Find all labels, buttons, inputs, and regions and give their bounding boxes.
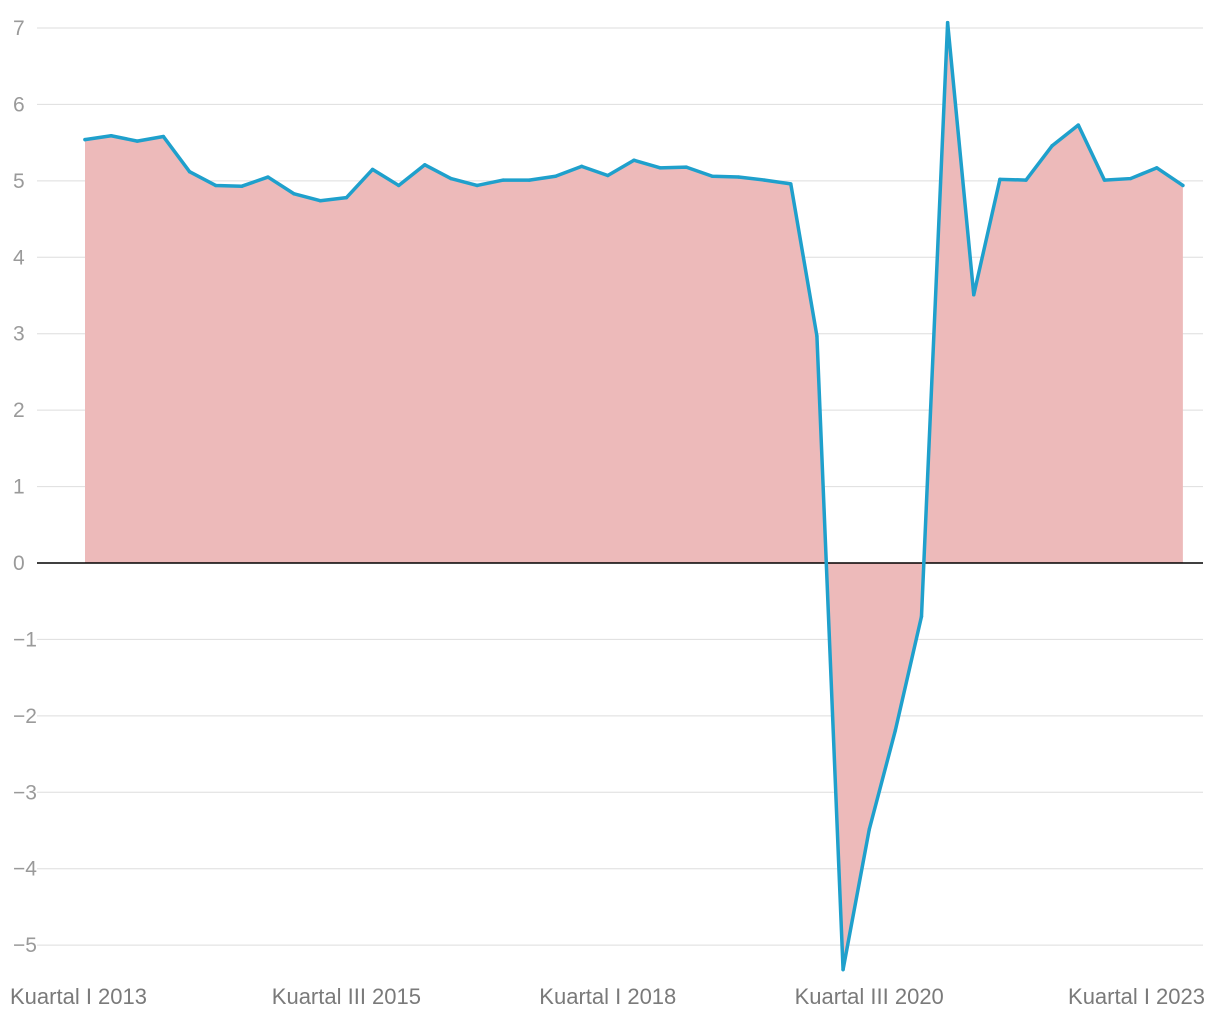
y-tick-label: −2 xyxy=(13,705,37,728)
data-point xyxy=(1050,144,1054,148)
data-point xyxy=(632,158,636,162)
data-point xyxy=(318,199,322,203)
data-point xyxy=(684,165,688,169)
data-point xyxy=(292,192,296,196)
data-point xyxy=(527,178,532,182)
data-point xyxy=(998,177,1002,182)
data-point xyxy=(1155,166,1159,170)
data-point xyxy=(1102,178,1107,182)
x-tick-label: Kuartal III 2015 xyxy=(272,984,421,1009)
series-line-layer xyxy=(83,20,1185,972)
x-tick-label: Kuartal I 2023 xyxy=(1068,984,1205,1009)
y-tick-label: 1 xyxy=(13,476,25,499)
y-tick-label: 2 xyxy=(13,399,25,422)
data-point xyxy=(945,20,950,25)
data-point xyxy=(344,195,349,200)
y-tick-label: −3 xyxy=(13,781,37,804)
data-point xyxy=(919,614,924,619)
data-point xyxy=(501,178,505,182)
data-point xyxy=(109,134,113,138)
data-point xyxy=(135,139,139,143)
y-tick-label: 0 xyxy=(13,552,25,575)
area-fill-layer xyxy=(85,22,1183,970)
data-point xyxy=(1181,183,1185,188)
x-tick-label: Kuartal I 2013 xyxy=(10,984,147,1009)
y-tick-label: 4 xyxy=(13,246,25,269)
data-point xyxy=(553,174,558,178)
data-point xyxy=(449,176,453,181)
data-point xyxy=(1076,123,1081,127)
data-point xyxy=(972,293,976,297)
area-fill xyxy=(85,22,1183,970)
x-tick-label: Kuartal III 2020 xyxy=(795,984,944,1009)
data-point xyxy=(815,334,819,338)
data-point xyxy=(658,166,662,170)
data-point xyxy=(710,174,715,178)
y-tick-label: 5 xyxy=(13,170,25,193)
data-point xyxy=(83,137,87,142)
y-tick-label: 7 xyxy=(13,17,25,40)
data-point xyxy=(736,175,741,179)
data-point xyxy=(867,828,871,832)
data-point xyxy=(1128,176,1133,181)
data-point xyxy=(396,183,401,188)
y-tick-label: −5 xyxy=(13,934,37,957)
data-point xyxy=(266,175,270,179)
data-point xyxy=(762,178,767,182)
data-point xyxy=(475,183,479,188)
data-point xyxy=(893,728,898,733)
y-tick-label: 3 xyxy=(13,323,25,346)
y-tick-label: −1 xyxy=(13,628,37,651)
data-point xyxy=(1024,178,1028,182)
y-tick-label: 6 xyxy=(13,93,25,116)
x-axis-tick-labels: Kuartal I 2013 Kuartal III 2015 Kuartal I … xyxy=(10,984,1205,1009)
data-point xyxy=(161,134,166,139)
data-point xyxy=(841,967,845,972)
data-point xyxy=(370,167,375,172)
x-tick-label: Kuartal I 2018 xyxy=(539,984,676,1009)
data-point xyxy=(789,182,793,186)
data-point xyxy=(214,183,218,188)
y-tick-label: −4 xyxy=(13,858,37,881)
data-point xyxy=(240,184,244,188)
data-point xyxy=(423,163,427,167)
data-point xyxy=(187,169,192,174)
y-axis-tick-labels: 7 6 5 4 3 2 1 0 −1 −2 −3 −4 −5 xyxy=(13,17,37,957)
data-point xyxy=(606,173,610,178)
data-point xyxy=(579,164,584,169)
